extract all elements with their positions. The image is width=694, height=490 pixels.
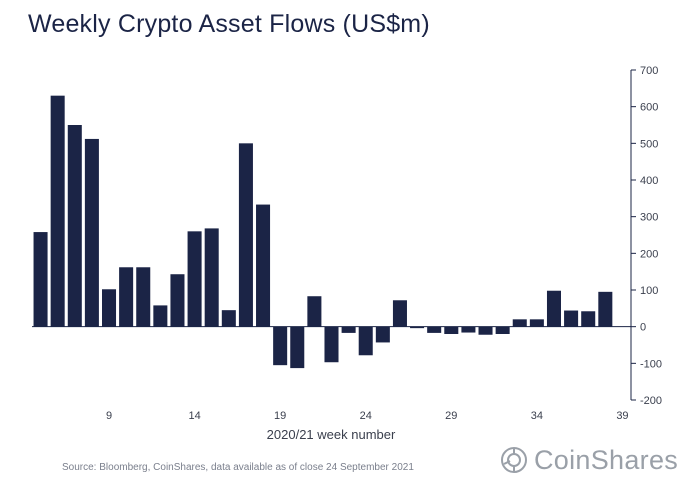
x-tick-label: 39 — [616, 410, 628, 422]
bar-week-31 — [478, 326, 493, 335]
bar-week-11 — [136, 267, 151, 327]
y-tick-label: 100 — [640, 285, 658, 297]
bar-week-36 — [564, 310, 579, 327]
bar-week-18 — [256, 204, 271, 327]
x-axis-label: 2020/21 week number — [267, 427, 396, 442]
y-tick-label: -200 — [640, 395, 662, 407]
bar-week-24 — [358, 326, 373, 356]
coinshares-logo-icon — [501, 447, 527, 473]
bar-week-10 — [119, 267, 134, 327]
bar-week-5 — [33, 232, 48, 327]
x-tick-label: 34 — [531, 410, 543, 422]
bar-week-13 — [170, 274, 185, 327]
bar-week-37 — [581, 311, 596, 327]
y-axis: 700 600 500 400 300 200 100 0 -100 -200 — [630, 65, 662, 407]
bar-week-19 — [273, 326, 288, 366]
bar-week-23 — [341, 326, 356, 333]
y-tick-label: 200 — [640, 248, 658, 260]
y-tick-label: 300 — [640, 212, 658, 224]
y-tick-label: 600 — [640, 102, 658, 114]
bar-week-12 — [153, 305, 168, 327]
y-tick-label: 500 — [640, 138, 658, 150]
bar-week-33 — [512, 319, 527, 327]
bar-week-26 — [392, 300, 407, 327]
source-note: Source: Bloomberg, CoinShares, data avai… — [62, 462, 414, 473]
bar-week-28 — [427, 326, 442, 333]
bar-week-21 — [307, 296, 322, 327]
brand-name: CoinShares — [534, 444, 679, 475]
x-tick-label: 9 — [106, 410, 112, 422]
bar-week-6 — [50, 95, 65, 327]
bar-week-20 — [290, 326, 305, 369]
bar-week-16 — [221, 310, 236, 327]
bar-week-25 — [375, 326, 390, 343]
bar-week-32 — [495, 326, 510, 334]
bars-group — [33, 95, 613, 369]
bar-week-17 — [238, 143, 253, 327]
bar-week-35 — [546, 290, 561, 327]
bar-week-9 — [102, 289, 117, 327]
x-axis: 9 14 19 24 29 34 39 — [106, 410, 629, 422]
x-tick-label: 29 — [445, 410, 457, 422]
y-tick-label: 0 — [640, 322, 646, 334]
x-tick-label: 19 — [274, 410, 286, 422]
x-tick-label: 24 — [360, 410, 372, 422]
bar-week-38 — [598, 291, 613, 327]
bar-week-22 — [324, 326, 339, 363]
y-tick-label: 700 — [640, 65, 658, 77]
bar-week-30 — [461, 326, 476, 333]
bar-week-14 — [187, 231, 202, 327]
bar-week-34 — [529, 319, 544, 327]
x-tick-label: 14 — [188, 410, 200, 422]
bar-week-8 — [84, 138, 99, 327]
y-tick-label: -100 — [640, 358, 662, 370]
y-tick-label: 400 — [640, 175, 658, 187]
bar-week-15 — [204, 228, 219, 327]
bar-week-7 — [67, 125, 82, 327]
brand-logo: CoinShares — [500, 442, 678, 478]
chart-title: Weekly Crypto Asset Flows (US$m) — [28, 10, 430, 38]
bar-week-29 — [444, 326, 459, 334]
bar-week-27 — [410, 326, 425, 329]
